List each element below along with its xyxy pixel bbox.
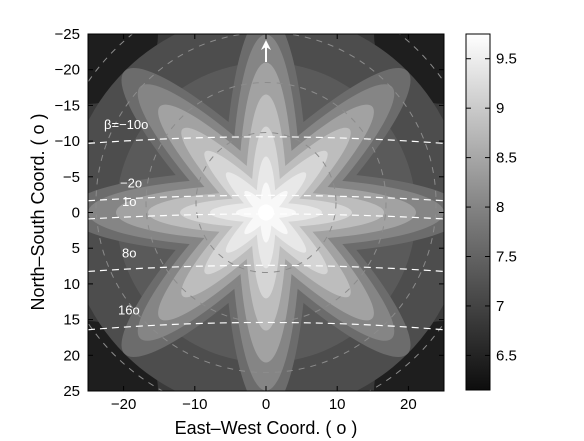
beta-curves: β=−10o −2o 1o 8o 16o — [88, 117, 444, 331]
y-tick-label: −10 — [55, 133, 80, 150]
beta-label: −2o — [120, 175, 142, 190]
colorbar-ticks: 6.5 7 7.5 8 8.5 9 9.5 — [466, 51, 517, 364]
beta-label: β=−10o — [104, 117, 148, 132]
y-tick-label: −25 — [55, 26, 80, 43]
colorbar-gradient — [465, 33, 491, 391]
x-axis-ticks: −20 −10 0 10 20 — [111, 34, 417, 413]
beta-label: 1o — [122, 194, 136, 209]
x-tick-label: 20 — [400, 396, 417, 413]
x-tick-label: 0 — [262, 396, 270, 413]
north-arrow-icon — [261, 40, 271, 62]
dashed-arc — [95, 34, 437, 373]
colorbar-tick-label: 9.5 — [496, 51, 517, 68]
corner-shade — [88, 321, 158, 391]
contour-plot: β=−10o −2o 1o 8o 16o −20 −10 0 10 20 −25 −20 −15 −1… — [55, 26, 445, 413]
colorbar-tick-label: 8.5 — [496, 150, 517, 167]
colorbar-tick-label: 7.5 — [496, 249, 517, 266]
arrow-head — [261, 40, 271, 50]
corner-shade — [88, 34, 158, 104]
y-axis-ticks: −25 −20 −15 −10 −5 0 5 10 15 20 25 — [55, 26, 444, 400]
dashed-arc — [145, 82, 387, 323]
y-tick-label: 5 — [72, 240, 80, 257]
y-tick-label: 15 — [63, 312, 80, 329]
beta-label: 16o — [118, 302, 140, 317]
colorbar-tick-label: 8 — [496, 199, 504, 216]
colorbar-tick-label: 6.5 — [496, 347, 517, 364]
corner-shade — [374, 321, 444, 391]
y-tick-label: −15 — [55, 97, 80, 114]
y-tick-label: 10 — [63, 276, 80, 293]
dashed-arc — [195, 132, 337, 273]
x-axis-label: East–West Coord. ( o ) — [175, 418, 358, 438]
dashed-arcs — [88, 34, 444, 391]
colorbar: 6.5 7 7.5 8 8.5 9 9.5 — [465, 33, 517, 391]
x-tick-label: −20 — [111, 396, 136, 413]
colorbar-tick-label: 7 — [496, 298, 504, 315]
y-tick-label: 20 — [63, 347, 80, 364]
colorbar-tick-label: 9 — [496, 100, 504, 117]
beta-label: 8o — [122, 245, 136, 260]
y-tick-label: 25 — [63, 383, 80, 400]
x-tick-label: −10 — [182, 396, 207, 413]
contour-fills — [88, 34, 444, 391]
y-tick-label: 0 — [72, 205, 80, 222]
y-tick-label: −5 — [63, 169, 80, 186]
contour-peak — [258, 204, 274, 221]
y-axis-label: North–South Coord. ( o ) — [28, 113, 48, 310]
y-tick-label: −20 — [55, 62, 80, 79]
corner-shade — [374, 34, 444, 104]
x-tick-label: 10 — [329, 396, 346, 413]
